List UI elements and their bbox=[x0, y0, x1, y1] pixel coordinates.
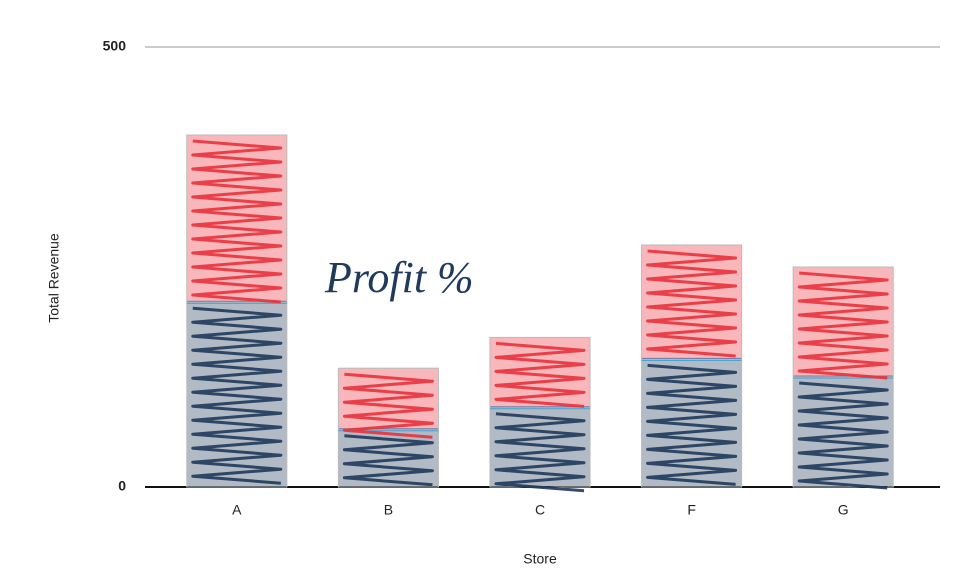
bar-scribble bbox=[797, 381, 889, 490]
bar-scribble bbox=[494, 412, 586, 493]
x-tick-label: F bbox=[687, 502, 696, 518]
bar-scribble bbox=[191, 139, 283, 304]
bar-scribble bbox=[797, 271, 889, 380]
x-tick-label: A bbox=[232, 502, 242, 518]
annotation: Profit % bbox=[324, 253, 474, 302]
bar-scribble bbox=[494, 341, 586, 408]
y-tick-label: 500 bbox=[103, 38, 127, 54]
bar-scribble bbox=[342, 372, 434, 439]
bar-scribble bbox=[191, 306, 283, 485]
x-tick-label: G bbox=[838, 502, 849, 518]
x-tick-label: C bbox=[535, 502, 545, 518]
x-tick-label: B bbox=[384, 502, 393, 518]
y-tick-label: 0 bbox=[118, 478, 126, 494]
bar-scribble bbox=[646, 249, 738, 358]
bar-scribble bbox=[342, 434, 434, 487]
y-axis-label: Total Revenue bbox=[46, 233, 62, 323]
x-axis-label: Store bbox=[523, 551, 557, 567]
bar-scribble bbox=[646, 363, 738, 486]
